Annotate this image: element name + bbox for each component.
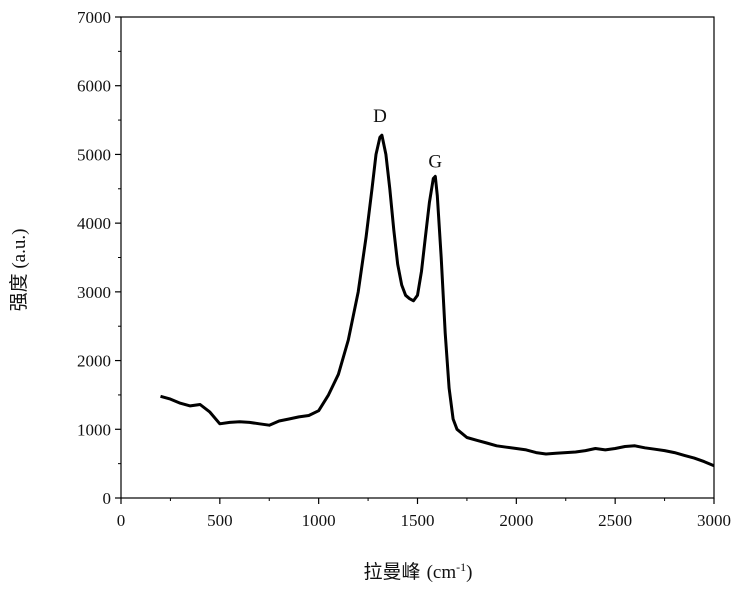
y-tick-label: 2000 [77,352,111,371]
y-tick-label: 3000 [77,283,111,302]
x-axis-title-unit-sup: -1 [456,560,466,574]
y-tick-label: 4000 [77,214,111,233]
plot-frame [121,17,714,498]
x-tick-label: 0 [117,511,126,530]
x-tick-label: 2000 [499,511,533,530]
y-tick-label: 0 [103,489,112,508]
x-tick-label: 500 [207,511,233,530]
x-axis-title-unit: (cm [427,562,457,583]
y-tick-label: 5000 [77,145,111,164]
x-axis-title-unit-close: ) [466,562,472,583]
y-tick-label: 7000 [77,8,111,27]
y-tick-label: 6000 [77,77,111,96]
y-axis-title: 强度 (a.u.) [8,229,30,312]
y-axis-ticks: 0 1000 2000 3000 4000 5000 6000 7000 [77,8,121,508]
peak-label-g: G [428,151,442,172]
x-tick-label: 1000 [302,511,336,530]
x-axis-title-main: 拉曼峰 [364,561,421,583]
x-tick-label: 2500 [598,511,632,530]
spectrum-line [161,135,715,466]
x-axis-ticks: 0 500 1000 1500 2000 2500 3000 [117,498,731,530]
y-tick-label: 1000 [77,420,111,439]
x-tick-label: 1500 [401,511,435,530]
x-tick-label: 3000 [697,511,731,530]
peak-label-d: D [373,106,387,127]
x-axis-title: 拉曼峰 (cm-1) [364,560,473,583]
